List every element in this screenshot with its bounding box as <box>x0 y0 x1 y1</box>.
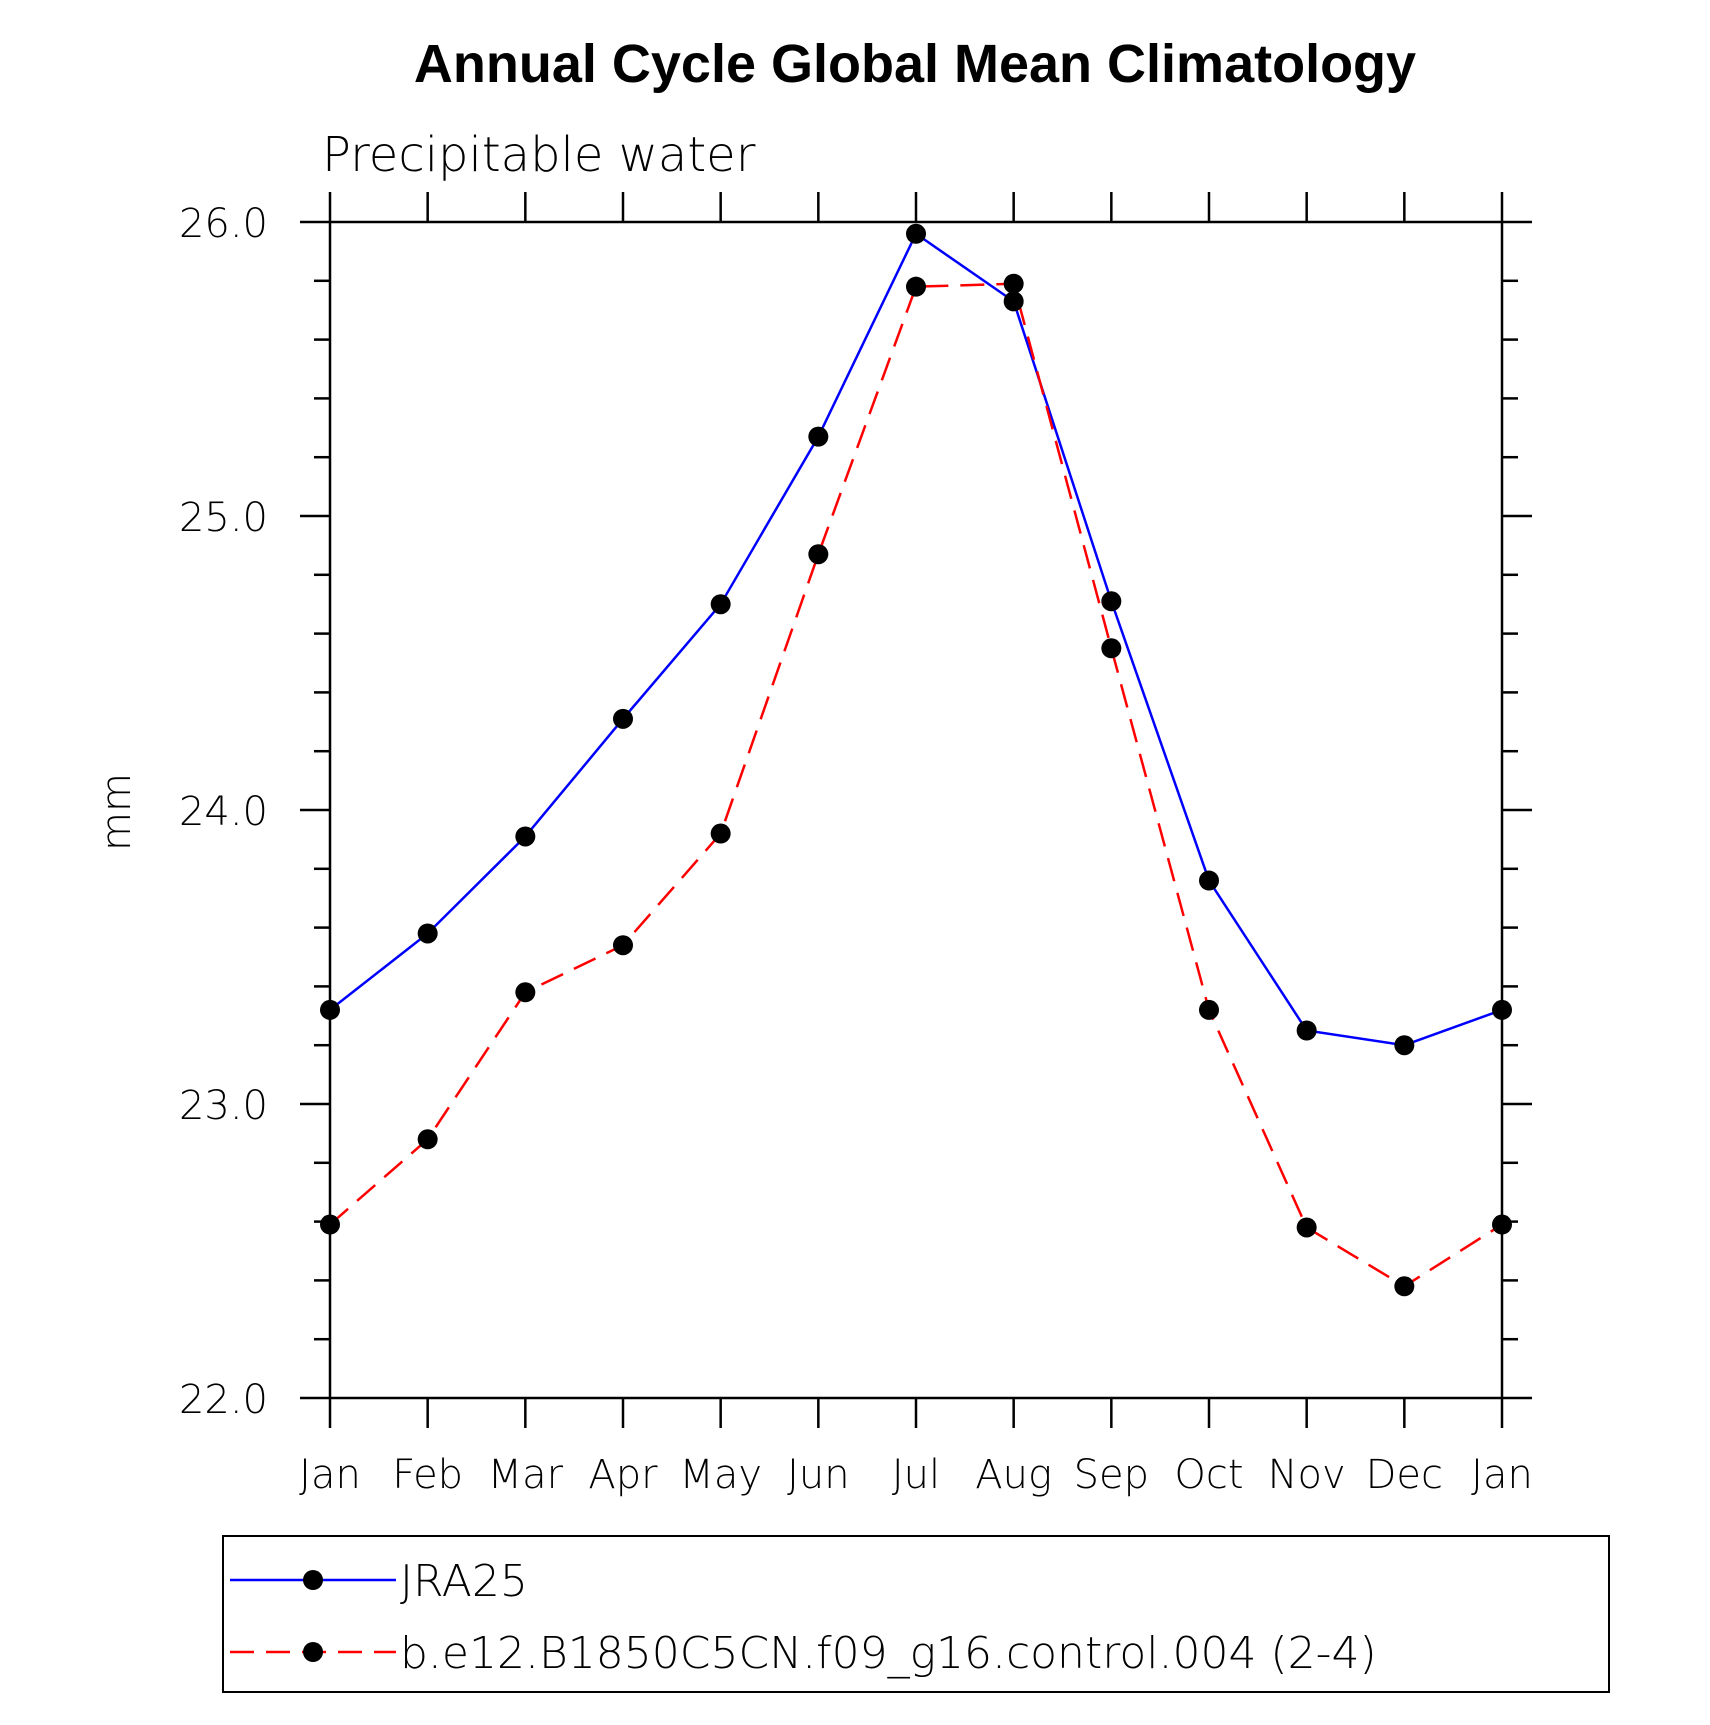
series-0-point <box>320 999 340 1020</box>
legend-box <box>222 1535 1610 1693</box>
x-tick-label: Aug <box>975 1452 1052 1498</box>
series-0-point <box>1199 870 1219 891</box>
series-0-point <box>1296 1020 1317 1041</box>
plot-border <box>328 220 1504 1400</box>
legend-marker-jra25 <box>303 1570 323 1590</box>
series-1-point <box>417 1129 438 1150</box>
series-layer <box>320 223 1512 1297</box>
series-0-point <box>1101 591 1122 612</box>
y-tick-label: 24.0 <box>179 789 268 835</box>
series-1-point <box>710 823 731 844</box>
x-tick-label: Jan <box>299 1452 361 1498</box>
series-1-point <box>515 982 536 1003</box>
legend-label-jra25: JRA25 <box>400 1556 528 1607</box>
chart-subtitle: Precipitable water <box>322 127 756 183</box>
x-tick-label: Nov <box>1268 1452 1346 1498</box>
x-tick-label: Jul <box>892 1452 940 1498</box>
y-axis-label: mm <box>94 773 140 851</box>
x-tick-label: Jun <box>787 1452 850 1498</box>
series-1-point <box>1492 1214 1512 1235</box>
series-0-point <box>710 594 731 615</box>
series-1-point <box>906 276 926 297</box>
x-tick-label: May <box>679 1452 762 1498</box>
chart-title: Annual Cycle Global Mean Climatology <box>414 34 1416 94</box>
series-line-1 <box>329 282 1503 1288</box>
x-tick-label: Feb <box>392 1452 463 1498</box>
y-tick-label: 23.0 <box>179 1083 268 1129</box>
y-tick-label: 25.0 <box>179 495 268 541</box>
x-tick-label: Jan <box>1471 1452 1533 1498</box>
x-axis: Jan Feb Mar Apr May Jun Jul Aug Sep Oct Nov Dec Jan <box>299 192 1533 1498</box>
series-1-point <box>808 544 829 565</box>
y-tick-label: 22.0 <box>179 1377 268 1423</box>
series-0-point <box>417 923 438 944</box>
x-tick-label: Mar <box>488 1452 564 1498</box>
series-0-point <box>808 426 829 447</box>
x-tick-label: Dec <box>1366 1452 1443 1498</box>
series-1-point <box>1394 1276 1415 1297</box>
legend-label-model: b.e12.B1850C5CN.f09_g16.control.004 (2-4… <box>400 1628 1377 1679</box>
series-1-point <box>320 1214 340 1235</box>
series-1-point <box>1003 273 1024 294</box>
series-1-point <box>1199 999 1219 1020</box>
series-0-point <box>1492 999 1512 1020</box>
series-0-point <box>613 708 633 729</box>
series-0-point <box>515 826 536 847</box>
x-tick-label: Apr <box>588 1452 658 1498</box>
series-0-point <box>1394 1035 1415 1056</box>
plot-frame <box>328 220 1504 1400</box>
series-0-point <box>1003 291 1024 312</box>
series-line-0 <box>329 231 1503 1047</box>
legend-marker-model <box>303 1642 323 1662</box>
series-1-point <box>613 935 633 956</box>
series-1-point <box>1101 638 1122 659</box>
x-tick-label: Oct <box>1174 1452 1243 1498</box>
series-1-point <box>1296 1217 1317 1238</box>
y-axis: 22.0 23.0 24.0 25.0 26.0 <box>179 201 1532 1423</box>
series-0-point <box>906 223 926 244</box>
y-tick-label: 26.0 <box>179 201 268 247</box>
legend: JRA25 b.e12.B1850C5CN.f09_g16.control.00… <box>222 1535 1610 1693</box>
x-tick-label: Sep <box>1074 1452 1149 1498</box>
